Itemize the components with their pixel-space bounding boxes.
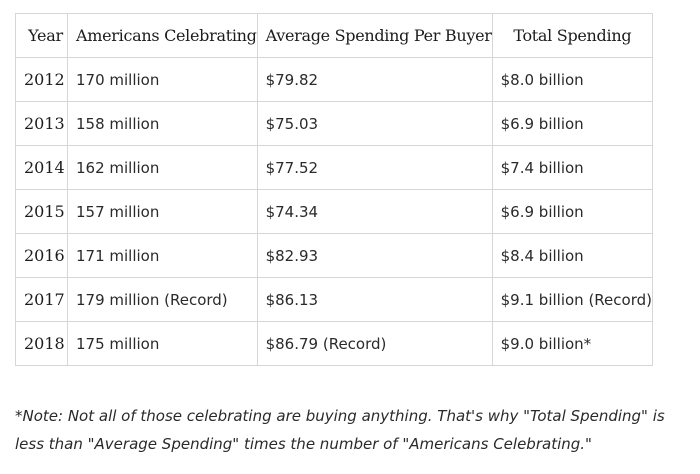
average-spending-cell: $82.93 bbox=[256, 233, 493, 278]
spending-table: Year Americans Celebrating Average Spend… bbox=[15, 13, 653, 366]
footnote: *Note: Not all of those celebrating are … bbox=[15, 407, 665, 453]
year-cell: 2014 bbox=[15, 145, 68, 190]
americans-cell: 157 million bbox=[67, 189, 258, 234]
year-cell: 2016 bbox=[15, 233, 68, 278]
average-spending-cell: $86.79 (Record) bbox=[256, 321, 493, 366]
americans-cell: 162 million bbox=[67, 145, 258, 190]
total-spending-cell: $9.1 billion (Record) bbox=[491, 277, 653, 322]
americans-cell: 179 million (Record) bbox=[67, 277, 258, 322]
table-header-row: Year Americans Celebrating Average Spend… bbox=[15, 13, 653, 58]
total-spending-cell: $9.0 billion* bbox=[491, 321, 653, 366]
year-cell: 2012 bbox=[15, 57, 68, 102]
americans-cell: 170 million bbox=[67, 57, 258, 102]
table-row: 2014 162 million $77.52 $7.4 billion bbox=[15, 145, 653, 190]
year-cell: 2015 bbox=[15, 189, 68, 234]
total-spending-cell: $7.4 billion bbox=[491, 145, 653, 190]
year-cell: 2013 bbox=[15, 101, 68, 146]
average-spending-cell: $74.34 bbox=[256, 189, 493, 234]
americans-cell: 158 million bbox=[67, 101, 258, 146]
table-row: 2013 158 million $75.03 $6.9 billion bbox=[15, 101, 653, 146]
average-spending-cell: $79.82 bbox=[256, 57, 493, 102]
americans-cell: 175 million bbox=[67, 321, 258, 366]
year-cell: 2017 bbox=[15, 277, 68, 322]
average-spending-cell: $77.52 bbox=[256, 145, 493, 190]
header-average-spending: Average Spending Per Buyer bbox=[256, 13, 493, 58]
total-spending-cell: $8.0 billion bbox=[491, 57, 653, 102]
total-spending-cell: $6.9 billion bbox=[491, 189, 653, 234]
table-row: 2012 170 million $79.82 $8.0 billion bbox=[15, 57, 653, 102]
total-spending-cell: $6.9 billion bbox=[491, 101, 653, 146]
header-year: Year bbox=[15, 13, 68, 58]
table-row: 2018 175 million $86.79 (Record) $9.0 bi… bbox=[15, 321, 653, 366]
average-spending-cell: $75.03 bbox=[256, 101, 493, 146]
total-spending-cell: $8.4 billion bbox=[491, 233, 653, 278]
header-total-spending: Total Spending bbox=[491, 13, 653, 58]
table-row: 2016 171 million $82.93 $8.4 billion bbox=[15, 233, 653, 278]
table-row: 2017 179 million (Record) $86.13 $9.1 bi… bbox=[15, 277, 653, 322]
average-spending-cell: $86.13 bbox=[256, 277, 493, 322]
year-cell: 2018 bbox=[15, 321, 68, 366]
americans-cell: 171 million bbox=[67, 233, 258, 278]
table-row: 2015 157 million $74.34 $6.9 billion bbox=[15, 189, 653, 234]
header-americans-celebrating: Americans Celebrating bbox=[67, 13, 258, 58]
